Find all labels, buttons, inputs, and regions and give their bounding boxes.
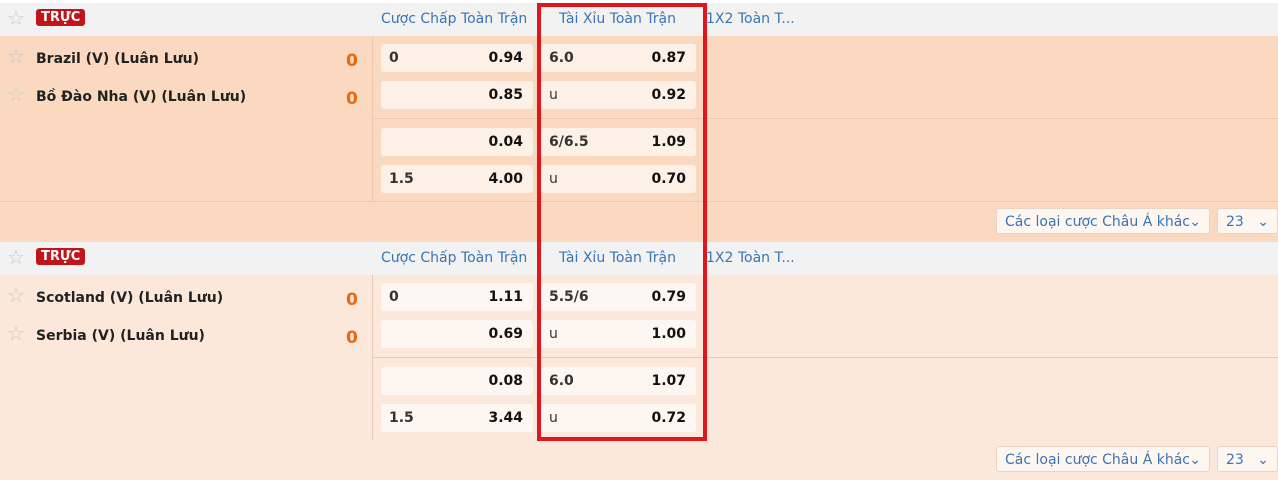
odds-cell-over-under[interactable]: u 0.70 bbox=[541, 165, 696, 193]
highlight-box bbox=[537, 3, 707, 441]
select-value: Các loại cược Châu Á khác bbox=[1005, 214, 1190, 230]
odds-price: 0.94 bbox=[488, 50, 523, 66]
live-badge: TRỰC bbox=[36, 248, 86, 265]
odds-line: 6/6.5 bbox=[549, 134, 589, 150]
star-outline-icon[interactable]: ☆ bbox=[7, 283, 25, 307]
odds-price: 0.72 bbox=[651, 410, 686, 426]
odds-line: u bbox=[549, 410, 558, 426]
away-team: Bồ Đào Nha (V) (Luân Lưu) bbox=[36, 89, 247, 105]
match-footer: Các loại cược Châu Á khác ⌄ 23 ⌄ bbox=[0, 201, 1278, 242]
live-badge: TRỰC bbox=[36, 9, 86, 26]
odds-price: 0.04 bbox=[488, 134, 523, 150]
chevron-down-icon: ⌄ bbox=[1189, 214, 1201, 230]
odds-price: 0.85 bbox=[488, 87, 523, 103]
home-team: Scotland (V) (Luân Lưu) bbox=[36, 290, 224, 306]
odds-cell-over-under[interactable]: u 0.72 bbox=[541, 404, 696, 432]
column-header-handicap[interactable]: Cược Chấp Toàn Trận bbox=[381, 11, 528, 27]
column-header-1x2[interactable]: 1X2 Toàn T... bbox=[706, 11, 795, 27]
odds-cell-handicap[interactable]: 0 0.94 bbox=[381, 44, 533, 72]
star-outline-icon[interactable]: ☆ bbox=[7, 245, 25, 269]
count-select[interactable]: 23 ⌄ bbox=[1217, 208, 1278, 234]
odds-cell-handicap[interactable]: 0.85 bbox=[381, 81, 533, 109]
more-bets-select[interactable]: Các loại cược Châu Á khác ⌄ bbox=[996, 208, 1210, 234]
odds-price: 1.00 bbox=[651, 326, 686, 342]
match-header: ☆ TRỰC Cược Chấp Toàn Trận Tài Xỉu Toàn … bbox=[0, 3, 1278, 37]
odds-price: 1.07 bbox=[651, 373, 686, 389]
star-outline-icon[interactable]: ☆ bbox=[7, 321, 25, 345]
odds-cell-handicap[interactable]: 1.5 4.00 bbox=[381, 165, 533, 193]
odds-line: 5.5/6 bbox=[549, 289, 589, 305]
odds-price: 1.09 bbox=[651, 134, 686, 150]
odds-cell-handicap[interactable]: 0.69 bbox=[381, 320, 533, 348]
column-header-1x2[interactable]: 1X2 Toàn T... bbox=[706, 250, 795, 266]
odds-cell-handicap[interactable]: 0.08 bbox=[381, 367, 533, 395]
select-value: 23 bbox=[1226, 452, 1244, 468]
home-score: 0 bbox=[346, 51, 358, 71]
star-outline-icon[interactable]: ☆ bbox=[7, 82, 25, 106]
home-team: Brazil (V) (Luân Lưu) bbox=[36, 51, 199, 67]
divider bbox=[373, 118, 1278, 119]
odds-line: 6.0 bbox=[549, 373, 574, 389]
odds-cell-handicap[interactable]: 1.5 3.44 bbox=[381, 404, 533, 432]
odds-cell-handicap[interactable]: 0 1.11 bbox=[381, 283, 533, 311]
odds-price: 0.79 bbox=[651, 289, 686, 305]
odds-line: 1.5 bbox=[389, 410, 414, 426]
column-header-over-under[interactable]: Tài Xỉu Toàn Trận bbox=[559, 11, 676, 27]
away-score: 0 bbox=[346, 328, 358, 348]
odds-line: u bbox=[549, 171, 558, 187]
odds-cell-over-under[interactable]: 6.0 0.87 bbox=[541, 44, 696, 72]
chevron-down-icon: ⌄ bbox=[1257, 214, 1269, 230]
match-row: ☆ Scotland (V) (Luân Lưu) 0 ☆ Serbia (V)… bbox=[0, 275, 1278, 440]
chevron-down-icon: ⌄ bbox=[1189, 452, 1201, 468]
star-outline-icon[interactable]: ☆ bbox=[7, 6, 25, 30]
odds-price: 0.92 bbox=[651, 87, 686, 103]
star-outline-icon[interactable]: ☆ bbox=[7, 44, 25, 68]
more-bets-select[interactable]: Các loại cược Châu Á khác ⌄ bbox=[996, 446, 1210, 472]
away-team: Serbia (V) (Luân Lưu) bbox=[36, 328, 205, 344]
match-row: ☆ Brazil (V) (Luân Lưu) 0 ☆ Bồ Đào Nha (… bbox=[0, 36, 1278, 201]
select-value: 23 bbox=[1226, 214, 1244, 230]
odds-line: 1.5 bbox=[389, 171, 414, 187]
odds-cell-over-under[interactable]: u 1.00 bbox=[541, 320, 696, 348]
odds-line: u bbox=[549, 326, 558, 342]
odds-line: 0 bbox=[389, 289, 399, 305]
divider bbox=[372, 275, 373, 440]
odds-cell-over-under[interactable]: 6/6.5 1.09 bbox=[541, 128, 696, 156]
away-score: 0 bbox=[346, 89, 358, 109]
odds-price: 4.00 bbox=[488, 171, 523, 187]
home-score: 0 bbox=[346, 290, 358, 310]
odds-line: 6.0 bbox=[549, 50, 574, 66]
match-header: ☆ TRỰC Cược Chấp Toàn Trận Tài Xỉu Toàn … bbox=[0, 242, 1278, 276]
odds-price: 1.11 bbox=[488, 289, 523, 305]
select-value: Các loại cược Châu Á khác bbox=[1005, 452, 1190, 468]
divider bbox=[372, 36, 373, 201]
chevron-down-icon: ⌄ bbox=[1257, 452, 1269, 468]
odds-price: 0.87 bbox=[651, 50, 686, 66]
odds-line: 0 bbox=[389, 50, 399, 66]
odds-price: 0.69 bbox=[488, 326, 523, 342]
column-header-over-under[interactable]: Tài Xỉu Toàn Trận bbox=[559, 250, 676, 266]
odds-cell-over-under[interactable]: 6.0 1.07 bbox=[541, 367, 696, 395]
divider bbox=[373, 357, 1278, 358]
odds-line: u bbox=[549, 87, 558, 103]
count-select[interactable]: 23 ⌄ bbox=[1217, 446, 1278, 472]
odds-cell-over-under[interactable]: 5.5/6 0.79 bbox=[541, 283, 696, 311]
odds-cell-over-under[interactable]: u 0.92 bbox=[541, 81, 696, 109]
odds-cell-handicap[interactable]: 0.04 bbox=[381, 128, 533, 156]
odds-price: 0.08 bbox=[488, 373, 523, 389]
odds-price: 3.44 bbox=[488, 410, 523, 426]
odds-price: 0.70 bbox=[651, 171, 686, 187]
column-header-handicap[interactable]: Cược Chấp Toàn Trận bbox=[381, 250, 528, 266]
match-footer: Các loại cược Châu Á khác ⌄ 23 ⌄ bbox=[0, 440, 1278, 480]
